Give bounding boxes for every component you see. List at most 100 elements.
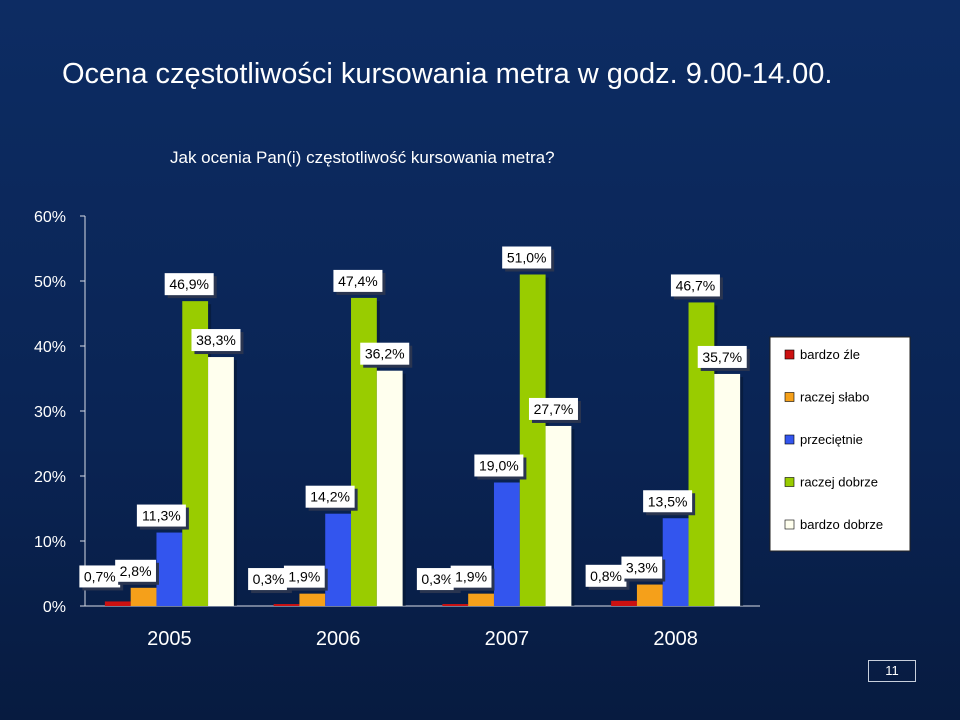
data-label-text: 14,2% (310, 489, 350, 505)
y-tick-label: 10% (34, 534, 66, 551)
data-label-text: 36,2% (365, 346, 405, 362)
data-label-box (115, 559, 156, 582)
legend-item: bardzo źle (784, 347, 860, 362)
data-label: 0,3% (248, 568, 292, 594)
bar-2007-1 (468, 593, 494, 606)
bar-2005-4 (208, 357, 234, 606)
x-tick-label: 2005 (147, 628, 192, 650)
bar-2007-3 (519, 274, 546, 606)
slide-title: Ocena częstotliwości kursowania metra w … (62, 58, 833, 90)
data-label-box (416, 568, 458, 591)
data-label-box (585, 564, 627, 587)
data-label-text: 0,3% (253, 571, 285, 587)
data-label: 1,9% (283, 565, 328, 591)
data-label: 0,7% (79, 565, 124, 591)
data-label-box (643, 490, 693, 513)
data-label: 19,0% (474, 454, 527, 480)
bar-2008-2 (662, 518, 689, 606)
data-label: 51,0% (502, 246, 555, 272)
data-label-box (79, 565, 121, 588)
bar-2007-2 (493, 482, 520, 606)
data-label-text: 3,3% (626, 560, 658, 576)
y-tick-label: 0% (43, 599, 66, 616)
y-tick-label: 30% (34, 404, 66, 421)
data-label: 27,7% (528, 397, 581, 423)
x-tick-label: 2007 (485, 628, 530, 650)
x-tick-label: 2006 (316, 628, 361, 650)
y-tick-label: 60% (34, 209, 66, 226)
data-label: 35,7% (697, 345, 750, 371)
data-label-text: 19,0% (479, 458, 519, 474)
data-label: 14,2% (305, 485, 358, 511)
legend-swatch (784, 519, 795, 530)
data-label: 0,8% (585, 564, 630, 590)
data-label: 1,9% (450, 565, 495, 591)
data-label-box (283, 565, 325, 588)
data-label-box (191, 329, 241, 352)
data-label-text: 0,3% (421, 571, 453, 587)
bar-2005-1 (130, 587, 157, 606)
bar-2008-0 (611, 600, 637, 606)
data-label: 2,8% (115, 559, 159, 585)
data-label: 46,9% (164, 273, 217, 299)
data-label-text: 51,0% (507, 250, 547, 266)
chart-title: Jak ocenia Pan(i) częstotliwość kursowan… (170, 148, 555, 167)
data-label-box (333, 269, 383, 292)
bar-2008-1 (636, 584, 663, 606)
data-label-text: 47,4% (338, 273, 378, 289)
data-label-text: 0,7% (84, 568, 116, 584)
data-label-text: 27,7% (534, 401, 574, 417)
legend: bardzo źle raczej słabo przeciętnie raczej … (769, 336, 911, 552)
data-label-box (474, 454, 524, 477)
data-label-text: 38,3% (196, 332, 236, 348)
data-label-text: 46,9% (169, 276, 209, 292)
data-label-text: 1,9% (455, 569, 487, 585)
y-tick-label: 40% (34, 339, 66, 356)
data-label-box (670, 274, 720, 297)
bar-2007-4 (545, 425, 572, 606)
y-tick-label: 20% (34, 469, 66, 486)
data-label-box (528, 397, 578, 420)
legend-item: raczej słabo (784, 390, 869, 405)
data-label-box (360, 342, 410, 365)
data-label: 46,7% (670, 274, 723, 300)
legend-label: raczej dobrze (800, 475, 878, 490)
data-label: 38,3% (191, 329, 244, 355)
data-label: 11,3% (136, 504, 189, 530)
data-label-box (502, 246, 552, 269)
bar-2007-0 (442, 604, 469, 606)
data-label-box (621, 556, 663, 579)
data-label-box (450, 565, 492, 588)
data-label-text: 1,9% (288, 569, 320, 585)
bar-2006-4 (376, 370, 403, 606)
data-label-text: 35,7% (702, 349, 742, 365)
data-label-text: 13,5% (648, 493, 688, 509)
legend-label: bardzo źle (800, 347, 860, 362)
legend-label: bardzo dobrze (800, 517, 883, 532)
data-label: 0,3% (416, 568, 461, 594)
data-label-box (136, 504, 186, 527)
data-label: 47,4% (333, 269, 386, 295)
data-label-text: 46,7% (676, 277, 716, 293)
bar-2006-1 (299, 593, 326, 606)
legend-swatch (784, 392, 795, 402)
legend-swatch (784, 349, 795, 360)
legend-item: przeciętnie (784, 432, 863, 447)
bar-2008-4 (714, 373, 741, 606)
legend-swatch (784, 434, 795, 445)
legend-swatch (784, 477, 795, 487)
data-label-text: 11,3% (142, 508, 181, 524)
legend-item: raczej dobrze (784, 475, 878, 490)
legend-label: przeciętnie (800, 432, 863, 447)
x-tick-label: 2008 (653, 628, 698, 650)
y-tick-label: 50% (34, 274, 66, 291)
bar-2005-2 (156, 532, 183, 606)
data-label: 13,5% (643, 490, 696, 516)
data-label-text: 0,8% (590, 568, 622, 584)
bar-2006-0 (273, 604, 300, 606)
data-label: 3,3% (621, 556, 666, 582)
data-label-box (164, 273, 214, 296)
page-number: 11 (868, 660, 916, 682)
data-label: 36,2% (360, 342, 413, 368)
legend-label: raczej słabo (800, 390, 869, 405)
